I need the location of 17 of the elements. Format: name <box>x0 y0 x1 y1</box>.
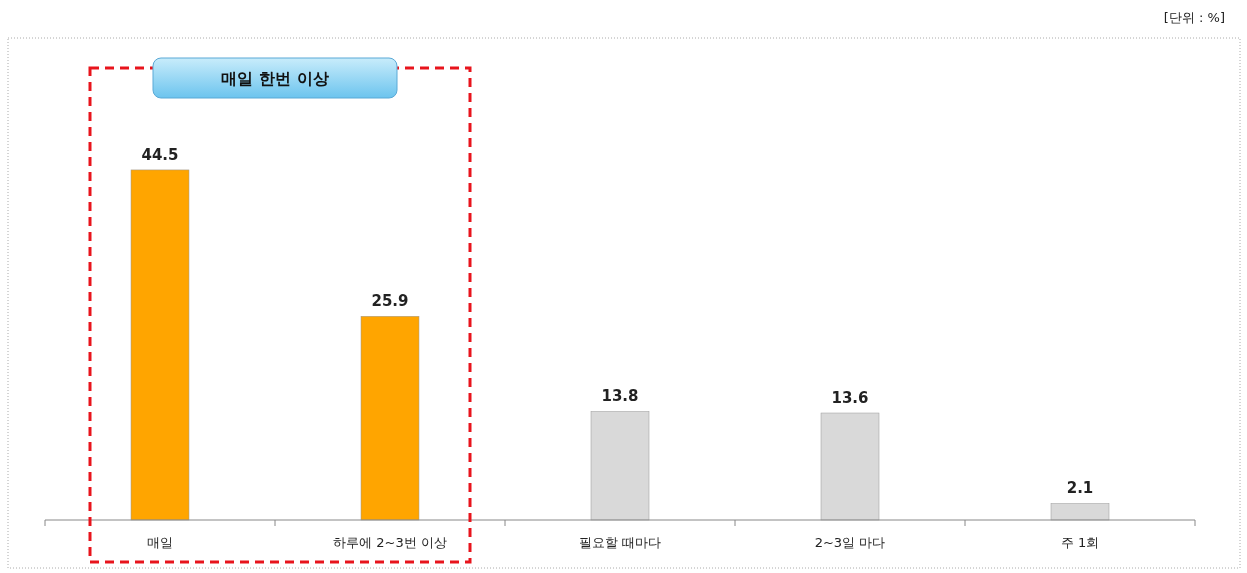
data-label: 25.9 <box>371 292 409 311</box>
x-tick-label: 주 1회 <box>1060 535 1100 550</box>
data-label: 13.8 <box>601 387 639 406</box>
x-tick-label: 필요할 때마다 <box>578 535 662 550</box>
bar <box>820 412 880 521</box>
data-label: 2.1 <box>1066 479 1094 498</box>
text: [단위 : %] <box>1163 10 1225 25</box>
data-label: 44.5 <box>141 145 179 164</box>
x-tick-label: 매일 <box>147 535 173 550</box>
bar <box>130 169 190 521</box>
bar <box>360 316 420 521</box>
bar <box>590 411 650 521</box>
x-tick-label: 2~3일 마다 <box>814 535 886 550</box>
bar <box>1050 503 1110 521</box>
x-tick-label: 하루에 2~3번 이상 <box>333 535 447 550</box>
text: 매일 한번 이상 <box>221 69 329 88</box>
data-label: 13.6 <box>831 389 869 408</box>
